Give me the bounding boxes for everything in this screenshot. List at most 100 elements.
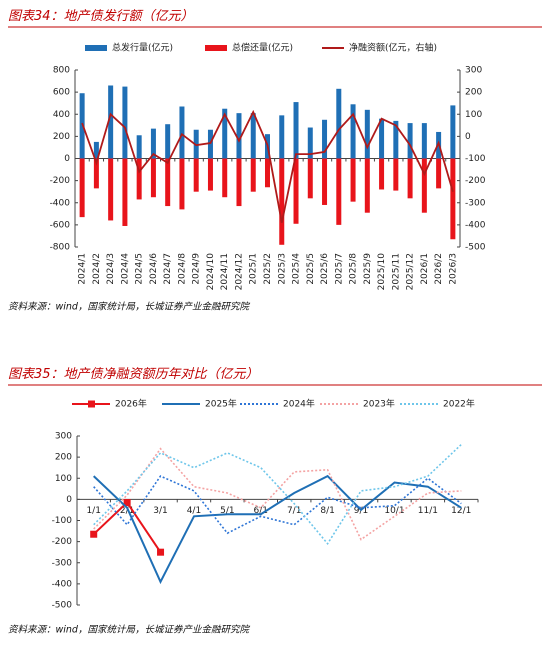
y-tick-label: 200 — [55, 453, 72, 463]
bar — [179, 158, 185, 210]
y-tick-label: 300 — [465, 66, 482, 76]
bar — [79, 158, 85, 218]
bar — [108, 158, 114, 221]
bar — [165, 124, 171, 159]
bar — [250, 158, 256, 192]
y-tick-label: 100 — [55, 474, 72, 484]
bar — [350, 104, 356, 159]
legend-label: 2022年 — [443, 398, 475, 410]
bar — [79, 93, 85, 159]
chart-title: 图表34：地产债发行额（亿元） — [8, 8, 194, 24]
x-tick-label: 2025/12 — [406, 253, 416, 290]
x-tick-label: 2024/12 — [234, 253, 244, 290]
bar — [222, 158, 228, 198]
bar — [222, 108, 228, 159]
y-tick-label: -200 — [50, 176, 71, 186]
y-tick-label: -400 — [465, 220, 486, 230]
legend-marker — [88, 400, 95, 408]
y-tick-label: -400 — [52, 579, 73, 589]
bar — [336, 158, 342, 225]
y-tick-label: -600 — [50, 220, 71, 230]
source-note: 资料来源：wind，国家统计局，长城证券产业金融研究院 — [8, 301, 250, 313]
legend-label: 总发行量(亿元) — [112, 42, 173, 54]
x-tick-label: 2025/10 — [377, 253, 387, 291]
bar — [393, 158, 399, 191]
bar — [307, 158, 313, 199]
line — [93, 443, 462, 546]
x-tick-label: 2024/6 — [149, 253, 159, 285]
x-tick-label: 2025/2 — [263, 253, 273, 285]
bar — [279, 158, 285, 245]
bar — [265, 158, 270, 188]
legend-label: 2026年 — [115, 398, 147, 410]
bar — [236, 113, 242, 159]
chart-title: 图表35：地产债净融资额历年对比（亿元） — [8, 366, 259, 382]
bar — [407, 123, 413, 159]
bar — [207, 129, 213, 159]
legend-swatch — [85, 45, 107, 51]
bar — [108, 85, 114, 159]
y-tick-label: -800 — [50, 243, 71, 253]
legend-label: 总偿还量(亿元) — [232, 42, 293, 54]
line — [93, 474, 462, 585]
point — [157, 548, 165, 556]
y-tick-label: -100 — [465, 154, 486, 164]
x-tick-label: 2024/10 — [206, 253, 216, 291]
bar — [336, 88, 342, 159]
legend-label: 2023年 — [363, 398, 395, 410]
y-tick-label: -200 — [465, 176, 486, 186]
bar — [236, 158, 242, 207]
bar — [93, 158, 99, 189]
bar — [322, 158, 328, 205]
x-tick-label: 2025/9 — [363, 253, 373, 285]
x-tick-label: 2025/7 — [334, 253, 344, 285]
x-tick-label: 1/1 — [86, 506, 100, 516]
x-tick-label: 2024/1 — [78, 253, 88, 285]
bar — [293, 158, 299, 224]
x-tick-label: 2024/8 — [177, 253, 187, 285]
bar — [207, 158, 213, 191]
bar — [350, 158, 356, 202]
source-note: 资料来源：wind，国家统计局，长城证券产业金融研究院 — [8, 624, 250, 636]
bar — [122, 158, 128, 226]
bar — [136, 135, 142, 159]
y-tick-label: 200 — [465, 88, 482, 98]
x-tick-label: 2025/1 — [249, 253, 259, 285]
legend-label: 2025年 — [205, 398, 237, 410]
bar — [393, 120, 399, 159]
y-tick-label: 300 — [55, 432, 72, 442]
bar — [279, 115, 285, 159]
bar — [421, 123, 427, 159]
legend-swatch — [205, 45, 227, 51]
bar — [122, 86, 128, 159]
x-tick-label: 2/1 — [120, 506, 134, 516]
bar — [150, 158, 156, 198]
bar — [93, 141, 99, 159]
x-tick-label: 3/1 — [153, 506, 167, 516]
bar — [179, 106, 185, 159]
x-tick-label: 2025/11 — [391, 253, 401, 290]
point — [123, 499, 131, 507]
y-tick-label: 400 — [53, 110, 70, 120]
y-tick-label: -400 — [50, 198, 71, 208]
bar — [407, 158, 413, 199]
bar — [364, 158, 370, 213]
point — [90, 530, 98, 538]
line — [81, 109, 454, 223]
x-tick-label: 2024/4 — [120, 253, 130, 285]
y-tick-label: -100 — [52, 516, 73, 526]
bar — [421, 158, 427, 213]
x-tick-label: 2026/2 — [434, 253, 444, 285]
bar — [450, 105, 456, 159]
x-tick-label: 2025/3 — [277, 253, 287, 285]
y-tick-label: 600 — [53, 88, 70, 98]
y-tick-label: 200 — [53, 132, 70, 142]
x-tick-label: 2025/8 — [349, 253, 359, 285]
y-tick-label: -500 — [52, 601, 73, 611]
y-tick-label: 0 — [465, 132, 471, 142]
bar — [379, 158, 385, 190]
y-tick-label: 0 — [66, 495, 72, 505]
y-tick-label: 0 — [64, 154, 70, 164]
x-tick-label: 2024/11 — [220, 253, 230, 290]
